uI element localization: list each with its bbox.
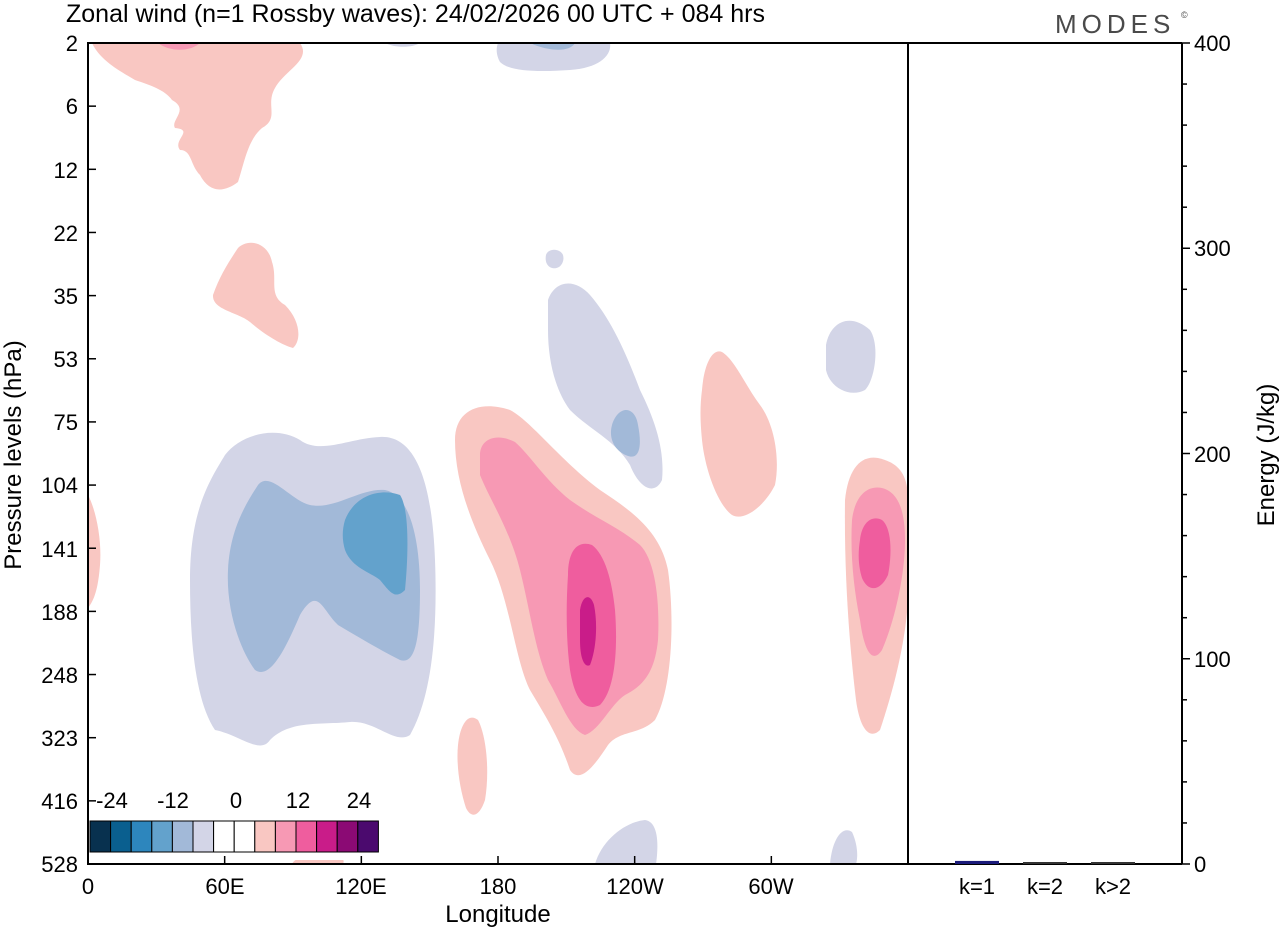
contour-pos-20-main xyxy=(580,597,597,666)
energy-bar-1 xyxy=(955,860,999,864)
x-tick-label-60e: 60E xyxy=(205,874,244,899)
contour-neg-8-top xyxy=(530,43,575,50)
colorbar-label-4: 12 xyxy=(286,788,310,813)
y-tick-label-528: 528 xyxy=(41,852,78,877)
y-axis: 2 6 12 22 35 53 75 104 141 188 248 323 4… xyxy=(41,31,96,877)
contour-neg-4-top xyxy=(496,43,611,72)
contour-neg-4-bottom-east xyxy=(830,830,858,864)
y-tick-label-53: 53 xyxy=(54,347,78,372)
energy-category-k1: k=1 xyxy=(959,874,995,899)
energy-panel: 0 100 200 300 400 k=1 k=2 k>2 Energy (J/… xyxy=(908,31,1280,899)
energy-axis-label: Energy (J/kg) xyxy=(1253,384,1280,527)
x-tick-label-0: 0 xyxy=(82,874,94,899)
colorbar-swatch xyxy=(89,820,112,853)
colorbar-label-5: 24 xyxy=(347,788,371,813)
y-tick-label-188: 188 xyxy=(41,600,78,625)
contour-neg-4-east xyxy=(826,320,876,393)
x-tick-label-60w: 60W xyxy=(748,874,793,899)
colorbar-swatch xyxy=(130,820,153,853)
colorbar-swatch xyxy=(274,820,297,853)
colorbar: -24 -12 0 12 24 xyxy=(88,788,388,860)
modes-logo-mark: © xyxy=(1181,10,1188,20)
y-tick-label-22: 22 xyxy=(54,221,78,246)
energy-bar-2 xyxy=(1023,862,1067,864)
contour-pos-4-mid xyxy=(700,351,777,517)
energy-bar-3 xyxy=(1091,862,1135,864)
y-axis-label: Pressure levels (hPa) xyxy=(0,340,27,569)
x-tick-label-120w: 120W xyxy=(606,874,664,899)
energy-tick-label-300: 300 xyxy=(1194,236,1231,261)
colorbar-swatch xyxy=(213,820,235,853)
contour-pos-4-low xyxy=(457,717,488,815)
chart-title: Zonal wind (n=1 Rossby waves): 24/02/202… xyxy=(66,0,765,28)
contour-neg-12-main xyxy=(342,492,408,595)
contour-neg-4-bottom xyxy=(595,820,658,864)
contour-field xyxy=(88,43,908,864)
energy-tick-label-100: 100 xyxy=(1194,647,1231,672)
contour-neg-8-mid xyxy=(610,410,640,457)
y-tick-label-6: 6 xyxy=(66,94,78,119)
colorbar-swatches xyxy=(89,820,379,853)
contour-pos-4-west-edge xyxy=(88,495,101,608)
contour-neg-4-small xyxy=(545,249,564,269)
colorbar-swatch xyxy=(171,820,194,853)
x-tick-label-120e: 120E xyxy=(335,874,386,899)
colorbar-swatch xyxy=(336,820,359,853)
colorbar-label-3: 0 xyxy=(230,788,242,813)
colorbar-swatch xyxy=(233,820,256,853)
contour-pos-12-east xyxy=(858,518,891,589)
x-axis-label: Longitude xyxy=(445,901,550,928)
contour-pos-8-top xyxy=(158,43,200,50)
colorbar-swatch xyxy=(192,820,215,853)
colorbar-swatch xyxy=(295,820,318,853)
colorbar-label-1: -24 xyxy=(96,788,128,813)
contour-pos-4-top xyxy=(92,43,304,190)
x-tick-label-180: 180 xyxy=(480,874,517,899)
y-tick-label-75: 75 xyxy=(54,410,78,435)
colorbar-swatch xyxy=(110,820,132,853)
y-tick-label-2: 2 xyxy=(66,31,78,56)
colorbar-swatch xyxy=(151,820,173,853)
colorbar-label-2: -12 xyxy=(157,788,189,813)
energy-category-k2: k=2 xyxy=(1027,874,1063,899)
y-tick-label-416: 416 xyxy=(41,789,78,814)
contour-pos-4-strat xyxy=(212,242,299,348)
energy-tick-label-0: 0 xyxy=(1194,852,1206,877)
x-axis: 0 60E 120E 180 120W 60W xyxy=(82,856,794,899)
y-tick-label-141: 141 xyxy=(41,537,78,562)
y-tick-label-323: 323 xyxy=(41,726,78,751)
y-tick-label-12: 12 xyxy=(54,158,78,183)
colorbar-swatch xyxy=(316,820,338,853)
modes-logo: MODES xyxy=(1055,9,1175,39)
colorbar-swatch xyxy=(357,820,379,853)
y-tick-label-248: 248 xyxy=(41,663,78,688)
contour-neg-4-mid xyxy=(548,283,663,489)
y-tick-label-104: 104 xyxy=(41,473,78,498)
energy-category-kgt2: k>2 xyxy=(1095,874,1131,899)
energy-tick-label-200: 200 xyxy=(1194,442,1231,467)
y-tick-label-35: 35 xyxy=(54,284,78,309)
colorbar-swatch xyxy=(254,820,276,853)
energy-tick-label-400: 400 xyxy=(1194,31,1231,56)
